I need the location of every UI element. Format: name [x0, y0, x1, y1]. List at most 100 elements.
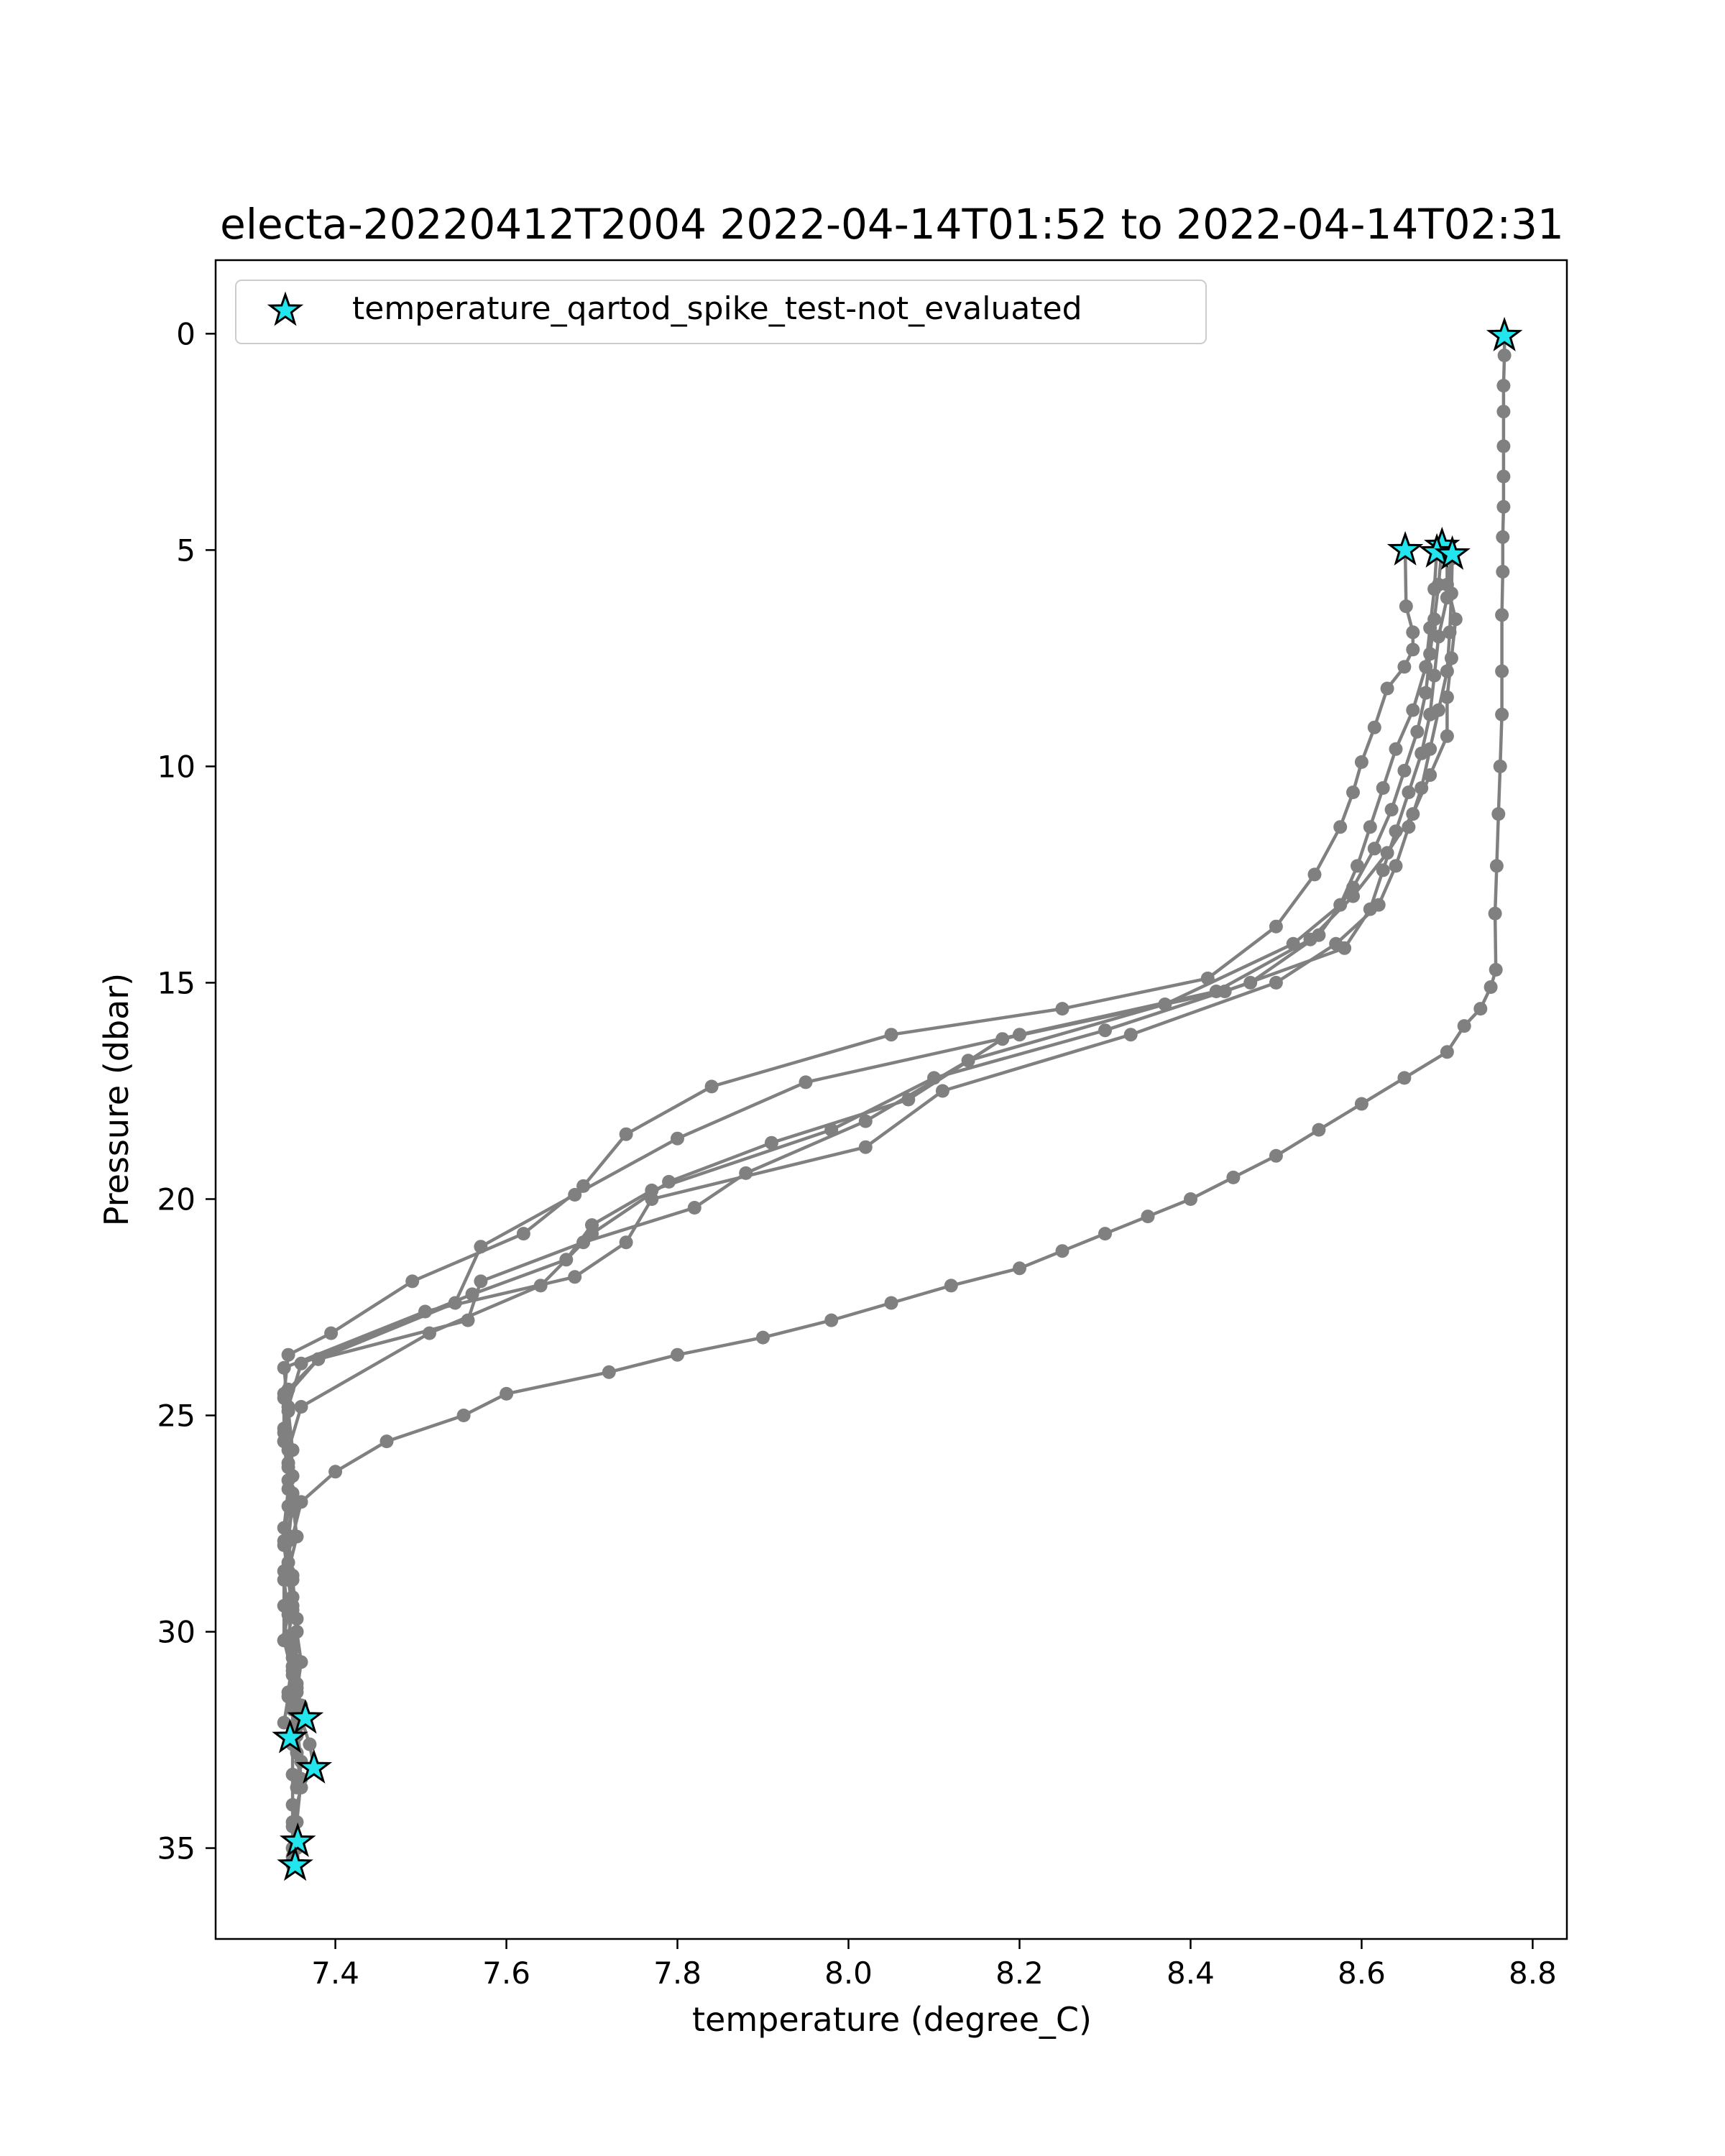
- y-tick-label: 10: [157, 749, 196, 784]
- profile-point: [688, 1201, 702, 1215]
- profile-point: [1381, 682, 1394, 696]
- profile-point: [1498, 349, 1512, 362]
- profile-point: [1495, 608, 1509, 622]
- profile-point: [1056, 1244, 1070, 1258]
- profile-point: [282, 1348, 295, 1362]
- profile-point: [859, 1115, 873, 1128]
- profile-point: [1445, 651, 1458, 665]
- profile-point: [568, 1270, 581, 1284]
- y-tick-label: 35: [157, 1831, 196, 1866]
- profile-point: [290, 1612, 304, 1626]
- profile-point: [1397, 660, 1411, 673]
- profile-point: [1389, 824, 1403, 838]
- profile-point: [1397, 764, 1411, 778]
- profile-point: [671, 1132, 684, 1146]
- profile-point: [1496, 500, 1510, 514]
- x-tick-label: 8.0: [824, 1955, 873, 1991]
- profile-point: [1491, 807, 1505, 821]
- profile-point: [1363, 820, 1377, 834]
- profile-point: [1484, 980, 1498, 994]
- profile-point: [474, 1274, 487, 1288]
- profile-point: [1355, 1097, 1368, 1111]
- profile-point: [1427, 669, 1441, 683]
- profile-point: [1056, 1002, 1070, 1015]
- profile-point: [1489, 963, 1503, 977]
- x-tick-label: 8.6: [1338, 1955, 1386, 1991]
- profile-point: [662, 1175, 676, 1189]
- profile-point: [1269, 920, 1283, 934]
- profile-point: [1098, 1023, 1112, 1037]
- profile-point: [1414, 747, 1428, 760]
- profile-point: [885, 1028, 898, 1041]
- profile-point: [568, 1188, 581, 1202]
- profile-point: [1489, 907, 1502, 921]
- profile-point: [765, 1136, 778, 1150]
- profile-point: [1385, 803, 1399, 816]
- legend: temperature_qartod_spike_test-not_evalua…: [236, 280, 1206, 344]
- profile-point: [1496, 439, 1510, 453]
- profile-point: [277, 1426, 291, 1439]
- profile-point: [423, 1327, 436, 1340]
- profile-point: [1368, 842, 1381, 855]
- profile-point: [277, 1391, 291, 1405]
- profile-point: [1304, 933, 1317, 946]
- profile-point: [1308, 867, 1322, 881]
- profile-point: [1440, 591, 1454, 604]
- profile-point: [290, 1781, 304, 1795]
- profile-point: [1496, 470, 1510, 484]
- profile-point: [859, 1141, 873, 1154]
- profile-point: [1389, 859, 1403, 872]
- profile-point: [282, 1530, 295, 1544]
- profile-point: [1406, 625, 1420, 639]
- profile-point: [585, 1227, 599, 1240]
- profile-point: [380, 1434, 394, 1448]
- profile-point: [1218, 985, 1232, 998]
- profile-point: [286, 1573, 300, 1587]
- profile-point: [705, 1079, 719, 1093]
- profile-point: [282, 1556, 295, 1570]
- x-tick-label: 8.8: [1509, 1955, 1557, 1991]
- profile-point: [1458, 1019, 1471, 1033]
- profile-point: [1312, 1123, 1325, 1137]
- profile-point: [1124, 1028, 1138, 1041]
- profile-point: [1269, 1149, 1283, 1163]
- profile-point: [1423, 768, 1437, 782]
- profile-point: [457, 1409, 471, 1422]
- profile-point: [1269, 976, 1283, 990]
- profile-point: [282, 1685, 295, 1699]
- profile-point: [1098, 1227, 1112, 1240]
- profile-point: [1432, 630, 1445, 643]
- y-tick-label: 30: [157, 1615, 196, 1650]
- profile-point: [1406, 642, 1420, 656]
- profile-point: [1473, 1002, 1487, 1015]
- profile-point: [1389, 742, 1403, 756]
- profile-point: [286, 1651, 300, 1664]
- profile-point: [1440, 729, 1454, 743]
- x-tick-label: 7.8: [653, 1955, 702, 1991]
- profile-point: [1351, 859, 1364, 872]
- profile-point: [1495, 665, 1509, 678]
- profile-point: [885, 1296, 898, 1310]
- y-axis-label: Pressure (dbar): [97, 973, 136, 1226]
- profile-point: [799, 1075, 813, 1089]
- profile-point: [324, 1327, 338, 1340]
- x-tick-label: 7.4: [311, 1955, 359, 1991]
- profile-point: [1496, 405, 1510, 418]
- profile-point: [328, 1465, 342, 1478]
- profile-point: [1496, 530, 1509, 544]
- profile-point: [1141, 1210, 1155, 1223]
- profile-point: [620, 1128, 633, 1141]
- profile-point: [282, 1443, 295, 1457]
- profile-point: [756, 1331, 770, 1345]
- chart-title: electa-20220412T2004 2022-04-14T01:52 to…: [220, 200, 1564, 249]
- profile-point: [1449, 612, 1463, 626]
- profile-point: [824, 1314, 838, 1327]
- profile-point: [534, 1279, 548, 1292]
- profile-point: [1410, 725, 1424, 739]
- profile-point: [1013, 1261, 1026, 1275]
- y-tick-label: 25: [157, 1399, 196, 1434]
- profile-point: [1496, 565, 1509, 579]
- profile-point: [1406, 704, 1420, 717]
- profile-point: [1346, 786, 1360, 799]
